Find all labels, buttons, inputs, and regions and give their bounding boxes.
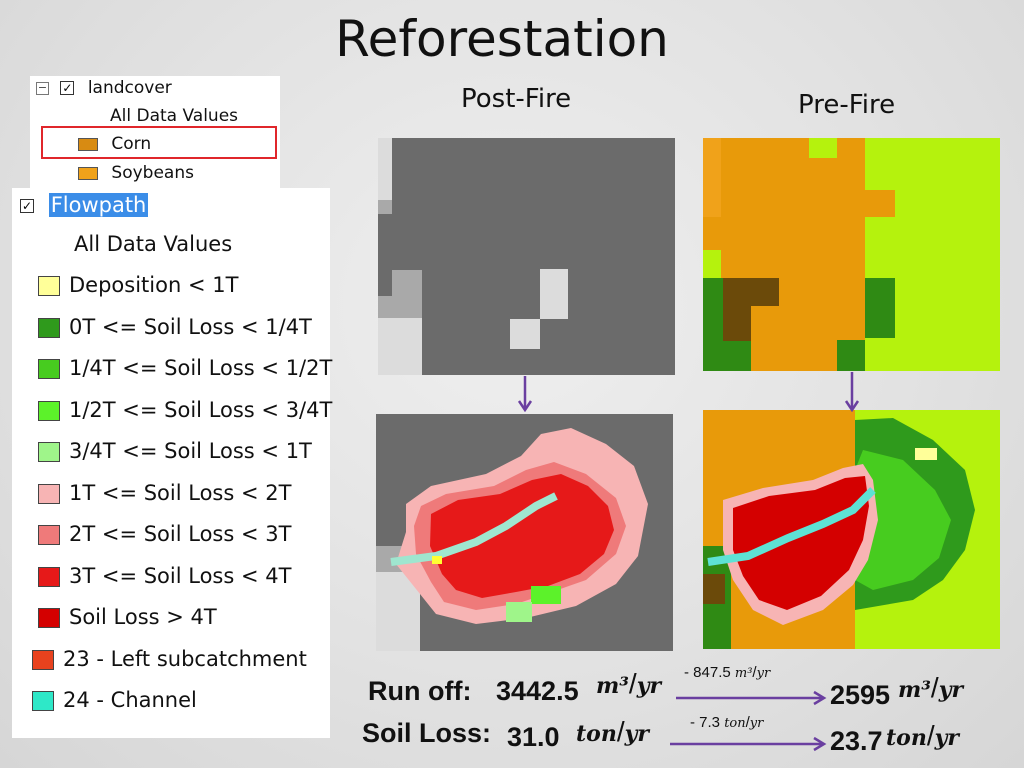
- legend-item-label: Soybeans: [111, 163, 194, 183]
- post-fire-header: Post-Fire: [461, 84, 572, 114]
- legend-item-label: 0T <= Soil Loss < 1/4T: [69, 314, 312, 339]
- runoff-unit: m³/yr: [596, 668, 662, 699]
- landcover-layer-name: landcover: [87, 78, 172, 98]
- legend-item-soybeans: Soybeans: [78, 161, 194, 185]
- checkbox-checked-icon[interactable]: ✓: [60, 81, 75, 95]
- runoff-pre-value: 2595: [830, 680, 891, 710]
- corn-swatch: [78, 137, 98, 151]
- soilloss-unit: ton/yr: [576, 716, 649, 747]
- legend-swatch: [32, 649, 54, 670]
- flowpath-legend-item: 24 - Channel: [12, 683, 197, 717]
- flowpath-all-values: All Data Values: [74, 232, 233, 256]
- landcover-layer-row[interactable]: − ✓ landcover: [36, 76, 172, 100]
- down-arrow-icon: [517, 376, 533, 412]
- legend-swatch: [38, 400, 60, 421]
- post-fire-soil-loss-map: [376, 414, 673, 651]
- pre-fire-landcover-map: [703, 138, 1000, 371]
- flowpath-legend-item: 23 - Left subcatchment: [12, 642, 307, 676]
- legend-swatch: [38, 525, 60, 545]
- runoff-label: Run off:: [368, 676, 472, 706]
- post-fire-landcover-map: [378, 138, 675, 375]
- soilloss-change: - 7.3 ton/yr: [690, 714, 764, 731]
- soilloss-pre-value: 23.7: [830, 726, 883, 756]
- legend-swatch: [38, 608, 60, 628]
- soybeans-swatch: [78, 166, 98, 180]
- landcover-legend: − ✓ landcover All Data Values Corn Soybe…: [30, 76, 280, 188]
- legend-swatch: [32, 691, 54, 711]
- flowpath-layer-row[interactable]: ✓ Flowpath: [20, 188, 149, 222]
- legend-item-label: 3/4T <= Soil Loss < 1T: [69, 439, 312, 463]
- soilloss-post-value: 31.0: [507, 722, 560, 752]
- collapse-icon[interactable]: −: [36, 80, 49, 95]
- right-arrow-icon: [670, 736, 827, 752]
- flowpath-legend-item: 1T <= Soil Loss < 2T: [12, 476, 291, 510]
- legend-item-label: Soil Loss > 4T: [69, 605, 217, 629]
- legend-item-label: 1/2T <= Soil Loss < 3/4T: [69, 397, 333, 422]
- runoff-pre-unit: m³/yr: [898, 672, 964, 703]
- flowpath-legend-item: Deposition < 1T: [12, 268, 238, 302]
- runoff-post-value: 3442.5: [496, 676, 579, 706]
- checkbox-checked-icon[interactable]: ✓: [20, 199, 34, 213]
- legend-item-label: Corn: [111, 134, 152, 154]
- runoff-change: - 847.5 m³/yr: [684, 664, 771, 681]
- legend-item-label: 3T <= Soil Loss < 4T: [69, 563, 292, 588]
- flowpath-legend-item: 1/2T <= Soil Loss < 3/4T: [12, 393, 332, 427]
- legend-swatch: [38, 276, 60, 296]
- flowpath-legend: ✓ Flowpath All Data Values Deposition < …: [12, 188, 332, 738]
- down-arrow-icon: [844, 372, 860, 412]
- landcover-all-values: All Data Values: [110, 106, 239, 126]
- legend-swatch: [38, 359, 60, 379]
- legend-swatch: [38, 317, 60, 338]
- right-arrow-icon: [676, 690, 827, 706]
- soilloss-pre-unit: ton/yr: [886, 720, 959, 751]
- legend-swatch: [38, 442, 60, 462]
- legend-item-label: 23 - Left subcatchment: [63, 646, 307, 671]
- legend-item-label: Deposition < 1T: [69, 273, 239, 297]
- legend-item-label: 2T <= Soil Loss < 3T: [69, 522, 292, 546]
- legend-swatch: [38, 566, 60, 587]
- flowpath-legend-item: 3T <= Soil Loss < 4T: [12, 559, 291, 593]
- flowpath-layer-name: Flowpath: [48, 193, 149, 217]
- legend-item-label: 1/4T <= Soil Loss < 1/2T: [69, 356, 333, 380]
- soilloss-label: Soil Loss:: [362, 718, 492, 748]
- legend-swatch: [38, 483, 60, 504]
- slide-title: Reforestation: [335, 10, 669, 68]
- flowpath-legend-item: 1/4T <= Soil Loss < 1/2T: [12, 351, 332, 385]
- legend-item-label: 1T <= Soil Loss < 2T: [69, 480, 292, 505]
- flowpath-legend-item: 2T <= Soil Loss < 3T: [12, 517, 291, 551]
- legend-item-corn: Corn: [78, 132, 151, 156]
- flowpath-legend-item: 3/4T <= Soil Loss < 1T: [12, 434, 312, 468]
- pre-fire-soil-loss-map: [703, 410, 1000, 649]
- corn-highlight-box: [41, 126, 277, 159]
- pre-fire-header: Pre-Fire: [798, 90, 896, 120]
- flowpath-legend-item: Soil Loss > 4T: [12, 600, 217, 634]
- flowpath-legend-item: 0T <= Soil Loss < 1/4T: [12, 310, 312, 344]
- legend-item-label: 24 - Channel: [63, 688, 197, 712]
